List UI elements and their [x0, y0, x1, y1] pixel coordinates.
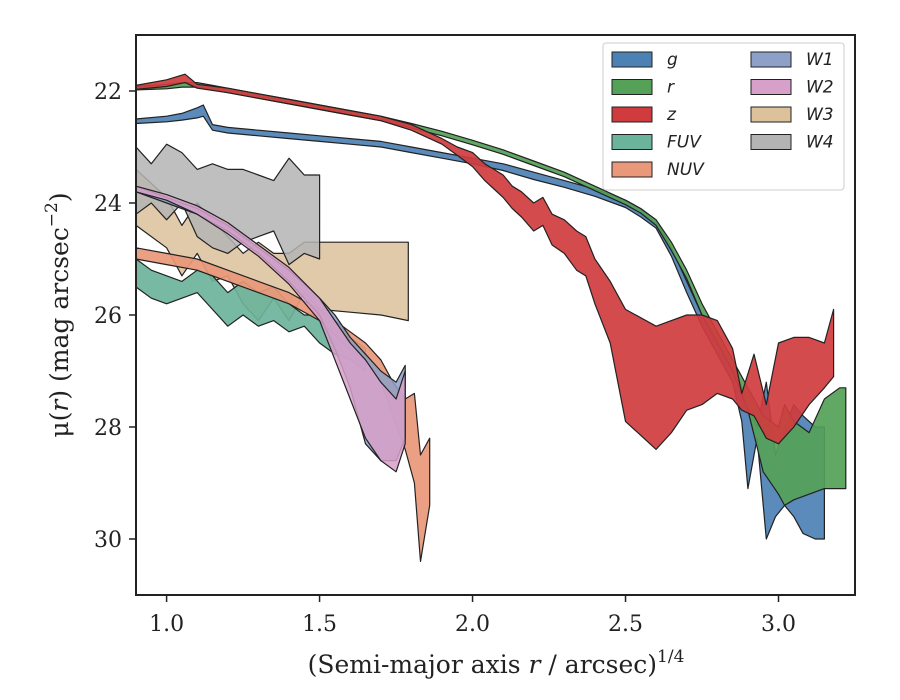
legend-swatch-w3 [750, 106, 792, 123]
x-tick-label: 1.5 [302, 612, 337, 637]
series-bands [135, 73, 847, 563]
legend-swatch-z [611, 106, 653, 123]
band-z [135, 73, 835, 450]
legend-swatch-fuv [611, 134, 653, 150]
x-tick-label: 2.5 [608, 612, 643, 637]
legend-label-fuv: FUV [667, 133, 702, 153]
legend-label-r: r [667, 78, 675, 98]
legend-swatch-w4 [750, 134, 792, 150]
x-tick-label: 2.0 [455, 612, 490, 637]
legend-label-nuv: NUV [667, 160, 705, 180]
y-tick-label: 24 [94, 192, 122, 217]
legend-label-w3: W3 [806, 105, 834, 125]
legend-label-g: g [667, 50, 678, 70]
y-tick-label: 30 [94, 528, 122, 553]
legend-items: grz FUV NUV W1 W2 W3 W4 [611, 50, 834, 180]
legend-label-w2: W2 [806, 78, 834, 98]
y-axis-ticks: 22 24 26 28 30 [94, 80, 136, 553]
legend-swatch-w1 [750, 51, 792, 68]
y-tick-label: 26 [94, 304, 122, 329]
x-tick-label: 3.0 [761, 612, 796, 637]
band-w4 [135, 143, 321, 266]
legend: grz FUV NUV W1 W2 W3 W4 [602, 42, 845, 191]
band-nuv [135, 247, 431, 563]
band-w2 [135, 185, 406, 473]
x-axis-ticks: 1.0 1.5 2.0 2.5 3.0 [149, 595, 796, 637]
legend-swatch-r [611, 79, 653, 95]
legend-label-w1: W1 [806, 50, 834, 70]
x-tick-label: 1.0 [149, 612, 184, 637]
y-axis-label: μ(r) (mag arcsec−2) [42, 192, 74, 437]
legend-label-z: z [666, 105, 677, 125]
legend-swatch-w2 [750, 79, 792, 95]
y-tick-label: 22 [94, 80, 122, 105]
legend-swatch-nuv [611, 161, 653, 178]
legend-swatch-g [611, 51, 653, 68]
y-tick-label: 28 [94, 416, 122, 441]
legend-label-w4: W4 [806, 133, 834, 153]
x-axis-label: (Semi-major axis r / arcsec)1/4 [308, 647, 685, 679]
band-g [135, 104, 826, 540]
